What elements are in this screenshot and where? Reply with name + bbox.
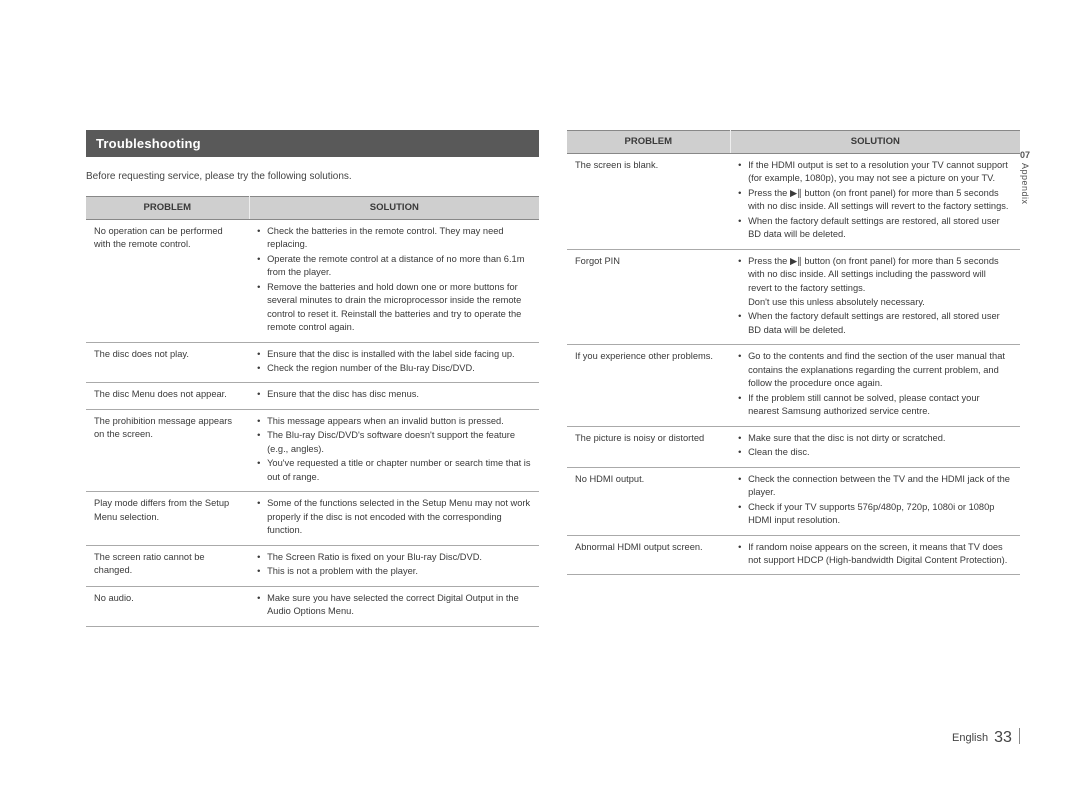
solution-item: Ensure that the disc is installed with t… [257,348,531,361]
solution-item: Press the ▶∥ button (on front panel) for… [738,255,1012,295]
problem-cell: The picture is noisy or distorted [567,426,730,467]
footer-lang: English [952,732,988,744]
table-row: The disc does not play. Ensure that the d… [86,342,539,383]
table-row: The screen ratio cannot be changed. The S… [86,545,539,586]
solution-list: Press the ▶∥ button (on front panel) for… [738,255,1012,338]
problem-cell: The disc does not play. [86,342,249,383]
solution-list: If the HDMI output is set to a resolutio… [738,159,1012,242]
problem-cell: The disc Menu does not appear. [86,383,249,409]
right-column: PROBLEM SOLUTION The screen is blank. If … [567,130,1020,627]
solution-list: Go to the contents and find the section … [738,350,1012,418]
solution-cell: This message appears when an invalid but… [249,409,539,491]
solution-list: Some of the functions selected in the Se… [257,497,531,537]
solution-cell: Check the batteries in the remote contro… [249,219,539,342]
solution-cell: Press the ▶∥ button (on front panel) for… [730,249,1020,345]
problem-cell: No audio. [86,586,249,626]
solution-cell: Ensure that the disc has disc menus. [249,383,539,409]
page-spread: Troubleshooting Before requesting servic… [0,0,1080,687]
solution-item: The Blu-ray Disc/DVD's software doesn't … [257,429,531,456]
col-solution-header: SOLUTION [249,197,539,220]
problem-cell: Forgot PIN [567,249,730,345]
table-row: Forgot PINPress the ▶∥ button (on front … [567,249,1020,345]
solution-list: Make sure that the disc is not dirty or … [738,432,1012,460]
table-row: No audio. Make sure you have selected the… [86,586,539,626]
solution-item: The Screen Ratio is fixed on your Blu-ra… [257,551,531,564]
solution-item: If the HDMI output is set to a resolutio… [738,159,1012,186]
play-pause-icon: ▶∥ [790,188,802,199]
solution-item: This message appears when an invalid but… [257,415,531,428]
problem-cell: The screen ratio cannot be changed. [86,545,249,586]
footer-page: 33 [994,729,1012,746]
section-title: Troubleshooting [86,130,539,157]
intro-text: Before requesting service, please try th… [86,171,539,182]
solution-list: Ensure that the disc is installed with t… [257,348,531,376]
problem-cell: Play mode differs from the Setup Menu se… [86,492,249,545]
troubleshooting-table-left: PROBLEM SOLUTION No operation can be per… [86,196,539,627]
solution-cell: Ensure that the disc is installed with t… [249,342,539,383]
chapter-number: 07 [1018,150,1032,160]
problem-cell: The screen is blank. [567,153,730,249]
chapter-label: Appendix [1020,163,1030,205]
solution-list: Check the batteries in the remote contro… [257,225,531,335]
solution-cell: Check the connection between the TV and … [730,467,1020,535]
problem-cell: The prohibition message appears on the s… [86,409,249,491]
left-column: Troubleshooting Before requesting servic… [86,130,539,627]
table-row: No operation can be performed with the r… [86,219,539,342]
solution-item: If random noise appears on the screen, i… [738,541,1012,568]
solution-note: Don't use this unless absolutely necessa… [738,296,1012,309]
col-problem-header: PROBLEM [86,197,249,220]
problem-cell: No HDMI output. [567,467,730,535]
table-row: No HDMI output. Check the connection betw… [567,467,1020,535]
solution-item: Go to the contents and find the section … [738,350,1012,390]
solution-item: Check if your TV supports 576p/480p, 720… [738,501,1012,528]
solution-item: When the factory default settings are re… [738,215,1012,242]
solution-cell: If random noise appears on the screen, i… [730,535,1020,575]
solution-item: Check the connection between the TV and … [738,473,1012,500]
solution-item: Operate the remote control at a distance… [257,253,531,280]
problem-cell: Abnormal HDMI output screen. [567,535,730,575]
solution-list: Check the connection between the TV and … [738,473,1012,528]
solution-list: If random noise appears on the screen, i… [738,541,1012,568]
table-row: The picture is noisy or distorted Make su… [567,426,1020,467]
table-row: Play mode differs from the Setup Menu se… [86,492,539,545]
solution-list: This message appears when an invalid but… [257,415,531,484]
table-row: The prohibition message appears on the s… [86,409,539,491]
solution-list: The Screen Ratio is fixed on your Blu-ra… [257,551,531,579]
solution-cell: If the HDMI output is set to a resolutio… [730,153,1020,249]
chapter-tab: 07 Appendix [1018,150,1032,207]
solution-item: Clean the disc. [738,446,1012,459]
solution-item: When the factory default settings are re… [738,310,1012,337]
col-solution-header: SOLUTION [730,131,1020,154]
solution-item: If the problem still cannot be solved, p… [738,392,1012,419]
solution-cell: Go to the contents and find the section … [730,345,1020,426]
play-pause-icon: ▶∥ [790,256,802,267]
solution-item: Check the batteries in the remote contro… [257,225,531,252]
solution-item: Remove the batteries and hold down one o… [257,281,531,335]
problem-cell: No operation can be performed with the r… [86,219,249,342]
footer-divider [1019,728,1020,744]
solution-item: You've requested a title or chapter numb… [257,457,531,484]
table-row: The screen is blank. If the HDMI output i… [567,153,1020,249]
col-problem-header: PROBLEM [567,131,730,154]
table-row: If you experience other problems.Go to t… [567,345,1020,426]
solution-item: This is not a problem with the player. [257,565,531,578]
solution-item: Press the ▶∥ button (on front panel) for… [738,187,1012,214]
solution-item: Ensure that the disc has disc menus. [257,388,531,401]
problem-cell: If you experience other problems. [567,345,730,426]
solution-cell: The Screen Ratio is fixed on your Blu-ra… [249,545,539,586]
table-row: The disc Menu does not appear. Ensure tha… [86,383,539,409]
solution-item: Check the region number of the Blu-ray D… [257,362,531,375]
page-footer: English 33 [952,728,1020,747]
solution-item: Make sure you have selected the correct … [257,592,531,619]
solution-list: Make sure you have selected the correct … [257,592,531,619]
solution-list: Ensure that the disc has disc menus. [257,388,531,401]
solution-item: Some of the functions selected in the Se… [257,497,531,537]
solution-cell: Some of the functions selected in the Se… [249,492,539,545]
solution-cell: Make sure you have selected the correct … [249,586,539,626]
troubleshooting-table-right: PROBLEM SOLUTION The screen is blank. If … [567,130,1020,575]
solution-item: Make sure that the disc is not dirty or … [738,432,1012,445]
table-row: Abnormal HDMI output screen. If random no… [567,535,1020,575]
solution-cell: Make sure that the disc is not dirty or … [730,426,1020,467]
